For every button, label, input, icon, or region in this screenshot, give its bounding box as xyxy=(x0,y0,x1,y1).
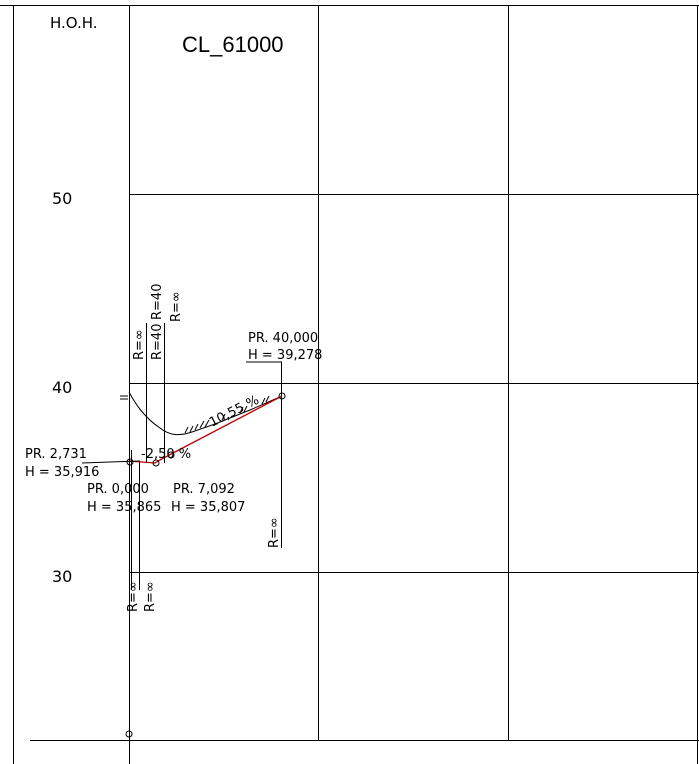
elevation-label-40: 40 xyxy=(52,378,72,397)
point-axis-bottom xyxy=(125,730,133,738)
elevation-label-50: 50 xyxy=(52,189,72,208)
point-label-pr7092-station: PR. 7,092 xyxy=(173,482,235,497)
point-label-pr7092-height: H = 35,807 xyxy=(171,500,245,515)
point-pr-0000 xyxy=(152,459,160,467)
terrain-hatching xyxy=(120,395,270,434)
leader-line-pr2731 xyxy=(81,460,141,464)
radius-label-top-mid: R=40 xyxy=(150,324,165,360)
point-pr-40000 xyxy=(278,392,286,400)
radius-label-top-mid2: R=40 xyxy=(150,284,165,320)
radius-label-top-left: R=∞ xyxy=(132,329,147,360)
point-label-pr0000-station: PR. 0,000 xyxy=(87,482,149,497)
elevation-label-30: 30 xyxy=(52,567,72,586)
slope-label-left: -2,50 % xyxy=(141,447,191,462)
radius-label-bottom-b: R=∞ xyxy=(143,581,158,612)
point-label-pr0000-height: H = 35,865 xyxy=(87,500,161,515)
terrain-line xyxy=(128,391,283,436)
radius-label-right-vertical: R=∞ xyxy=(267,517,282,548)
slope-label-right: 10,55 % xyxy=(207,393,262,431)
radius-label-bottom-a: R=∞ xyxy=(126,581,141,612)
hoh-label: H.O.H. xyxy=(50,14,98,32)
point-pr-7092 xyxy=(167,451,175,459)
point-label-pr40000-station: PR. 40,000 xyxy=(248,331,318,346)
radius-label-top-right: R=∞ xyxy=(169,291,184,322)
point-label-pr40000-height: H = 39,278 xyxy=(248,348,322,363)
point-label-pr2731-station: PR. 2,731 xyxy=(25,447,87,462)
point-label-pr2731-height: H = 35,916 xyxy=(25,465,99,480)
point-pr-2731 xyxy=(126,458,134,466)
section-title: CL_61000 xyxy=(182,32,284,57)
